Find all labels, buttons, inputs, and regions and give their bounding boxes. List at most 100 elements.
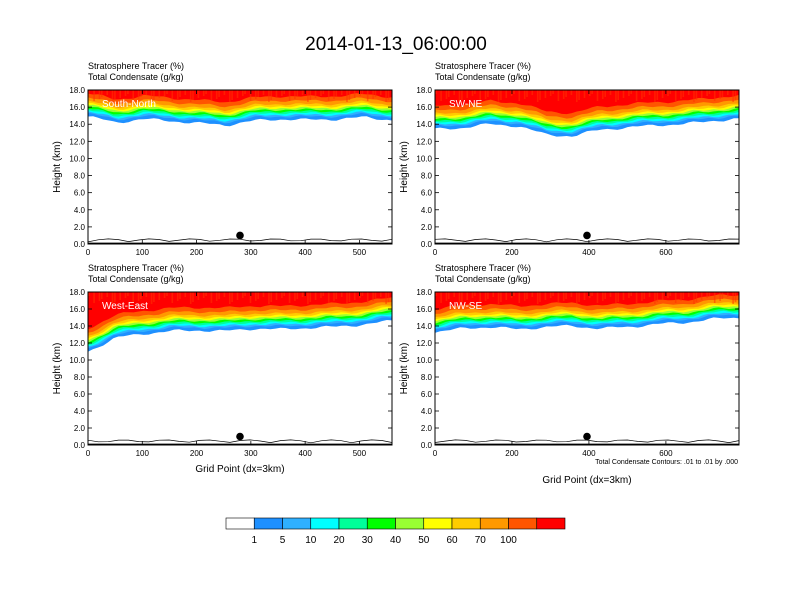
y-tick-label: 8.0	[421, 373, 433, 382]
panel-name: NW-SE	[449, 301, 482, 312]
colorbar-label: 20	[333, 535, 345, 546]
tracer-streak	[359, 90, 361, 96]
tracer-streak	[635, 292, 638, 303]
tracer-streak	[106, 292, 108, 297]
y-tick-label: 6.0	[74, 390, 86, 399]
tracer-streak	[127, 292, 129, 296]
tracer-streak	[674, 292, 677, 303]
tracer-streak	[176, 90, 179, 99]
tracer-streak	[700, 292, 703, 300]
x-tick-label: 500	[353, 248, 367, 257]
tracer-streak	[734, 292, 737, 302]
tracer-streak	[643, 292, 646, 299]
y-tick-label: 0.0	[421, 240, 433, 249]
tracer-streak	[474, 90, 476, 94]
tracer-streak	[680, 292, 682, 301]
colorbar-swatch	[508, 517, 538, 530]
plot-frame	[87, 89, 393, 245]
y-tick-label: 16.0	[416, 305, 432, 314]
panel-south-north: Stratosphere Tracer (%)Total Condensate …	[52, 61, 393, 257]
tracer-streak	[596, 292, 599, 303]
y-axis-label: Height (km)	[52, 343, 63, 395]
tracer-streak	[158, 292, 161, 300]
y-tick-label: 10.0	[69, 154, 85, 163]
tracer-field	[88, 90, 392, 244]
tracer-streak	[727, 292, 729, 297]
tracer-streak	[719, 292, 721, 301]
tracer-streak	[322, 90, 325, 94]
tracer-streak	[583, 90, 586, 98]
tracer-streak	[294, 292, 296, 301]
tracer-streak	[140, 90, 142, 97]
tracer-streak	[283, 292, 285, 296]
tracer-streak	[215, 90, 218, 99]
tracer-streak	[570, 90, 573, 95]
tracer-streak	[262, 90, 265, 95]
panel-var-label: Stratosphere Tracer (%)	[435, 263, 531, 273]
tracer-streak	[695, 292, 698, 302]
tracer-streak	[320, 292, 322, 298]
tracer-streak	[549, 90, 552, 96]
tracer-streak	[523, 90, 526, 99]
condensate-contour	[88, 439, 392, 444]
condensate-contour	[435, 238, 739, 243]
tracer-streak	[257, 90, 259, 97]
y-tick-label: 10.0	[416, 154, 432, 163]
tracer-streak	[307, 90, 309, 102]
tracer-streak	[231, 90, 233, 100]
tracer-streak	[453, 90, 455, 95]
tracer-streak	[320, 90, 322, 96]
colorbar-label: 10	[305, 535, 317, 546]
panel-nw-se: Stratosphere Tracer (%)Total Condensate …	[399, 263, 740, 486]
tracer-streak	[380, 90, 382, 95]
tracer-streak	[333, 90, 335, 99]
tracer-streak	[202, 292, 205, 298]
tracer-streak	[101, 292, 103, 299]
tracer-level-11	[88, 292, 392, 330]
tracer-streak	[111, 90, 114, 102]
y-tick-label: 12.0	[69, 339, 85, 348]
y-tick-label: 0.0	[421, 441, 433, 450]
tracer-streak	[682, 292, 685, 299]
tracer-streak	[656, 292, 659, 302]
x-tick-label: 0	[86, 248, 91, 257]
tracer-streak	[132, 292, 134, 303]
tracer-streak	[314, 292, 317, 300]
tracer-streak	[242, 90, 244, 96]
tracer-field	[435, 90, 739, 244]
tracer-streak	[453, 292, 455, 297]
colorbar-label: 50	[418, 535, 430, 546]
x-tick-label: 400	[298, 248, 312, 257]
tracer-streak	[158, 90, 161, 98]
tracer-streak	[205, 90, 207, 94]
tracer-streak	[693, 292, 695, 304]
tracer-streak	[353, 90, 356, 98]
tracer-streak	[622, 90, 625, 98]
tracer-streak	[242, 292, 244, 298]
panel-west-east: Stratosphere Tracer (%)Total Condensate …	[52, 263, 393, 475]
x-tick-label: 200	[505, 449, 519, 458]
plot-frame	[434, 291, 740, 446]
location-marker	[236, 231, 244, 240]
x-tick-label: 200	[190, 248, 204, 257]
tracer-streak	[366, 90, 369, 101]
tracer-streak	[461, 292, 463, 302]
tracer-streak	[359, 292, 361, 298]
tracer-streak	[124, 292, 127, 298]
tracer-streak	[88, 90, 90, 94]
tracer-streak	[602, 292, 604, 301]
tracer-streak	[487, 292, 489, 299]
tracer-streak	[372, 90, 374, 99]
tracer-streak	[513, 90, 515, 94]
y-tick-label: 2.0	[421, 223, 433, 232]
y-tick-label: 8.0	[421, 172, 433, 181]
colorbar: 1 5 10 20 30 40 50 60 70 100	[225, 517, 566, 546]
tracer-streak	[734, 90, 737, 100]
colorbar-label: 40	[390, 535, 402, 546]
tracer-streak	[562, 292, 565, 301]
condensate-contour	[88, 238, 392, 243]
y-tick-label: 4.0	[421, 206, 433, 215]
panel-name: South-North	[102, 99, 156, 110]
tracer-streak	[565, 292, 567, 299]
colorbar-label: 1	[251, 535, 257, 546]
